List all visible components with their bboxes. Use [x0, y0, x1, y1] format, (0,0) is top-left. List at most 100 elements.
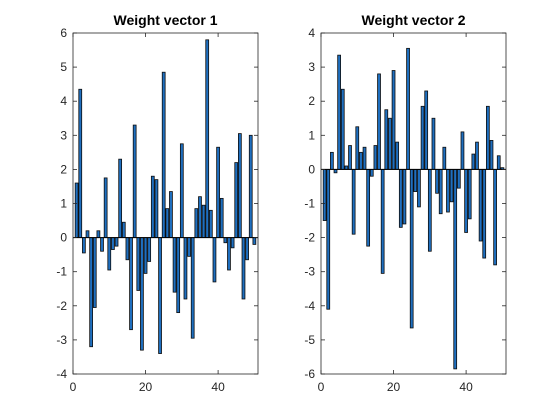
bar [326, 168, 331, 310]
bar [223, 237, 228, 244]
bar [245, 237, 249, 261]
bar [413, 168, 418, 192]
bar [446, 168, 450, 213]
bar [194, 208, 199, 238]
y-tick-label: 1 [308, 128, 315, 142]
bar [114, 237, 119, 247]
bar [337, 54, 341, 170]
bar [442, 146, 447, 170]
bar [460, 131, 465, 170]
y-tick-label: 2 [60, 162, 67, 176]
bar [496, 155, 501, 170]
bar [456, 168, 461, 189]
x-tick-label: 0 [318, 380, 325, 394]
bar [147, 237, 152, 262]
bar [482, 168, 487, 259]
y-tick-label: 0 [60, 231, 67, 245]
x-tick-label: 40 [459, 380, 473, 394]
y-tick-label: 4 [60, 94, 67, 108]
bar [362, 146, 367, 170]
bar [198, 196, 202, 238]
bar [333, 168, 338, 174]
bar [391, 70, 396, 170]
bar [464, 168, 468, 233]
bar [355, 126, 360, 170]
bar [107, 237, 112, 271]
y-tick-label: -2 [304, 231, 315, 245]
y-tick-label: 3 [60, 128, 67, 142]
bar [219, 197, 224, 239]
y-tick-label: 0 [308, 162, 315, 176]
bar [252, 237, 257, 245]
y-tick-label: -6 [304, 367, 315, 381]
bar [85, 230, 90, 238]
bar [398, 168, 403, 228]
bar [427, 168, 432, 252]
bar [100, 237, 104, 252]
bar [234, 162, 239, 238]
y-tick-label: 1 [60, 197, 67, 211]
bar [183, 237, 188, 300]
bar [78, 88, 83, 238]
bar [369, 168, 374, 177]
bar [449, 168, 454, 203]
x-tick-label: 40 [211, 380, 225, 394]
bar [187, 237, 191, 257]
bar [330, 151, 334, 170]
bar [208, 209, 213, 239]
bar [402, 168, 407, 225]
bar [424, 90, 429, 170]
bar [467, 168, 472, 220]
subplot-1: Weight vector 1 -4 -3 -2 -1 0 1 2 3 4 5 6 0 20 40 [56, 12, 259, 394]
bar [384, 109, 389, 170]
x-tick-label: 0 [70, 380, 77, 394]
subplot-1-plot-area: -4 -3 -2 -1 0 1 2 3 4 5 6 0 20 40 [56, 26, 259, 394]
subplot-2-title: Weight vector 2 [362, 12, 466, 28]
y-tick-label: 3 [308, 60, 315, 74]
bar [340, 88, 345, 170]
x-tick-label: 20 [387, 380, 401, 394]
bar [377, 73, 381, 170]
bar [453, 168, 458, 370]
bar [431, 117, 436, 170]
bar [125, 237, 130, 261]
bar [348, 145, 352, 170]
bar [111, 237, 115, 250]
bar [118, 158, 123, 238]
bar [89, 237, 93, 348]
y-tick-label: -2 [56, 299, 67, 313]
bar [406, 47, 410, 170]
bar [420, 105, 425, 170]
bar [150, 175, 155, 239]
bar [132, 124, 137, 238]
bar [388, 117, 392, 170]
bar [121, 221, 126, 239]
bar [201, 204, 206, 239]
y-tick-label: -4 [304, 299, 315, 313]
y-tick-label: -4 [56, 367, 67, 381]
subplot-1-title: Weight vector 1 [114, 12, 218, 28]
bar [158, 237, 162, 354]
bar [435, 168, 439, 194]
bar [471, 153, 476, 170]
x-tick-label: 20 [139, 380, 153, 394]
bar [74, 182, 79, 238]
bar [248, 134, 253, 239]
bar [351, 168, 356, 235]
bar [373, 145, 378, 170]
bar [409, 168, 414, 329]
bar [380, 168, 385, 274]
bar [475, 141, 479, 170]
y-tick-label: 5 [60, 60, 67, 74]
bar [143, 237, 148, 274]
bar [241, 237, 246, 300]
bar [395, 141, 400, 170]
bar [489, 140, 494, 170]
bar [227, 237, 231, 271]
bar [190, 237, 195, 339]
bar [136, 237, 141, 291]
bar [179, 143, 184, 239]
bar [238, 133, 242, 239]
